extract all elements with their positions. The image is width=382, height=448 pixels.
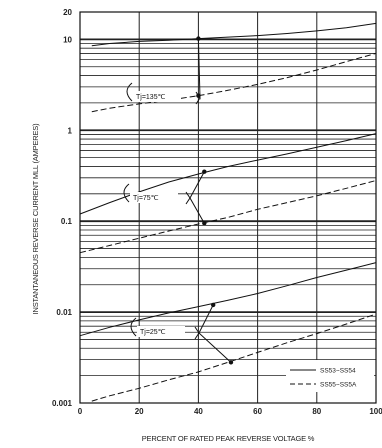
- legend: SS53~SS54 SS55~SS5A: [286, 360, 374, 392]
- annotation-point: [228, 360, 234, 365]
- tick-labels: 0 20 40 60 80 100 0.001 0.01 0.1 1 10 20: [52, 8, 382, 416]
- solid-curve: [79, 133, 377, 215]
- annotation-arrow: [194, 304, 214, 334]
- y-tick-label: 10: [63, 35, 72, 44]
- y-tick-label: 20: [63, 8, 72, 17]
- annotation-label-bg: [133, 91, 181, 102]
- y-tick-label: 0.01: [56, 308, 72, 317]
- x-tick-label: 0: [78, 407, 83, 416]
- x-tick-label: 40: [194, 407, 203, 416]
- x-tick-label: 100: [369, 407, 382, 416]
- annotation-arrow: [185, 197, 205, 224]
- annotation-label-bg: [137, 326, 185, 337]
- annotation-label: Tj=25℃: [140, 329, 166, 336]
- annotation-point: [196, 36, 201, 41]
- annotation-label: Tj=135℃: [136, 94, 166, 101]
- y-tick-label: 0.001: [52, 399, 73, 408]
- annotation-arrow: [194, 332, 232, 363]
- legend-background: [286, 360, 374, 392]
- y-tick-label: 1: [68, 126, 73, 135]
- annotation-bracket: [126, 82, 133, 102]
- solid-curve: [91, 22, 377, 47]
- dashed-curve: [91, 52, 377, 113]
- annotation-label-bg: [130, 192, 178, 203]
- x-tick-label: 60: [253, 407, 262, 416]
- x-axis-title: PERCENT OF RATED PEAK REVERSE VOLTAGE %: [142, 434, 315, 443]
- legend-label: SS53~SS54: [320, 368, 356, 375]
- solid-curve: [79, 262, 377, 337]
- plot-frame: [79, 11, 377, 404]
- y-axis-title: INSTANTANEOUS REVERSE CURRENT MLL (AMPER…: [31, 123, 40, 314]
- curves: [79, 22, 377, 402]
- grid-lines: [80, 12, 376, 403]
- annotation-point: [196, 93, 201, 98]
- annotation-bracket: [123, 183, 130, 203]
- y-tick-label: 0.1: [61, 217, 73, 226]
- legend-label: SS55~SS5A: [320, 382, 357, 389]
- x-tick-label: 20: [135, 407, 144, 416]
- annotation-label: Tj=75℃: [133, 195, 159, 202]
- annotation-point: [202, 221, 207, 226]
- annotation-point: [211, 302, 216, 308]
- annotation-point: [202, 169, 207, 174]
- dashed-curve: [79, 180, 377, 254]
- annotations: Tj=135℃ Tj=75℃ Tj=25℃: [123, 36, 234, 365]
- x-tick-label: 80: [312, 407, 321, 416]
- annotation-bracket: [130, 317, 137, 337]
- dashed-curve: [91, 313, 377, 402]
